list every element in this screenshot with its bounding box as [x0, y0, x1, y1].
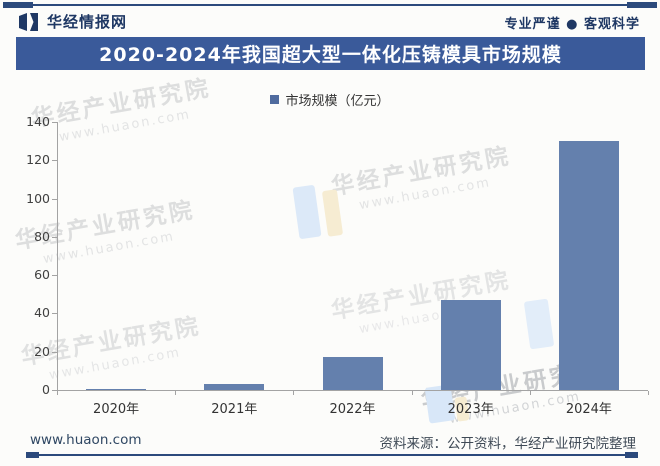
footer-source-note: 资料来源：公开资料，华经产业研究院整理	[379, 436, 637, 452]
bar-2022年	[322, 357, 383, 390]
top-rule	[3, 4, 657, 6]
y-tick-mark	[52, 275, 57, 277]
y-tick-label: 20	[34, 343, 50, 359]
y-axis-line	[57, 122, 58, 390]
x-axis-line	[57, 390, 648, 391]
bottom-rule-left-cap	[26, 452, 39, 458]
x-category-label: 2021年	[211, 402, 258, 417]
y-tick-mark	[52, 160, 57, 162]
y-tick-label: 140	[26, 114, 50, 129]
chart-title: 2020-2024年我国超大型一体化压铸模具市场规模	[16, 37, 645, 70]
brand-logo-icon	[19, 12, 38, 31]
y-tick-mark	[52, 390, 57, 391]
y-tick-mark	[52, 351, 57, 353]
x-category-label: 2023年	[447, 402, 494, 417]
y-tick-mark	[52, 198, 57, 200]
x-tick-mark	[57, 391, 58, 395]
legend-label: 市场规模（亿元）	[285, 94, 390, 109]
x-tick-mark	[411, 391, 413, 395]
tagline: 专业严谨 ● 客观科学	[504, 17, 640, 32]
y-tick-mark	[52, 236, 57, 238]
brand: 华经情报网	[18, 11, 127, 32]
x-tick-mark	[648, 391, 649, 395]
x-tick-mark	[529, 391, 531, 395]
bar-2021年	[204, 384, 265, 390]
top-rule-left-cap	[3, 2, 33, 8]
bar-2020年	[86, 388, 147, 390]
bottom-rule-right-cap	[625, 452, 638, 458]
bottom-rule	[28, 454, 636, 456]
y-tick-label: 120	[26, 152, 50, 168]
y-tick-mark	[52, 313, 57, 315]
bar-2023年	[440, 300, 501, 390]
y-tick-label: 40	[34, 305, 50, 321]
footer-website: www.huaon.com	[30, 432, 142, 448]
y-tick-label: 80	[34, 228, 50, 244]
legend: 市场规模（亿元）	[0, 90, 660, 109]
x-category-label: 2024年	[565, 402, 612, 417]
y-tick-mark	[52, 122, 57, 123]
x-category-label: 2020年	[93, 402, 140, 417]
y-tick-label: 60	[34, 267, 50, 283]
x-category-label: 2022年	[329, 402, 376, 417]
x-tick-mark	[175, 391, 177, 395]
bar-2024年	[558, 141, 619, 390]
y-tick-label: 100	[26, 190, 50, 206]
x-tick-mark	[293, 391, 295, 395]
top-rule-right-cap	[627, 2, 657, 8]
y-tick-label: 0	[42, 382, 50, 397]
brand-name: 华经情报网	[47, 13, 128, 31]
legend-swatch-icon	[270, 95, 280, 104]
